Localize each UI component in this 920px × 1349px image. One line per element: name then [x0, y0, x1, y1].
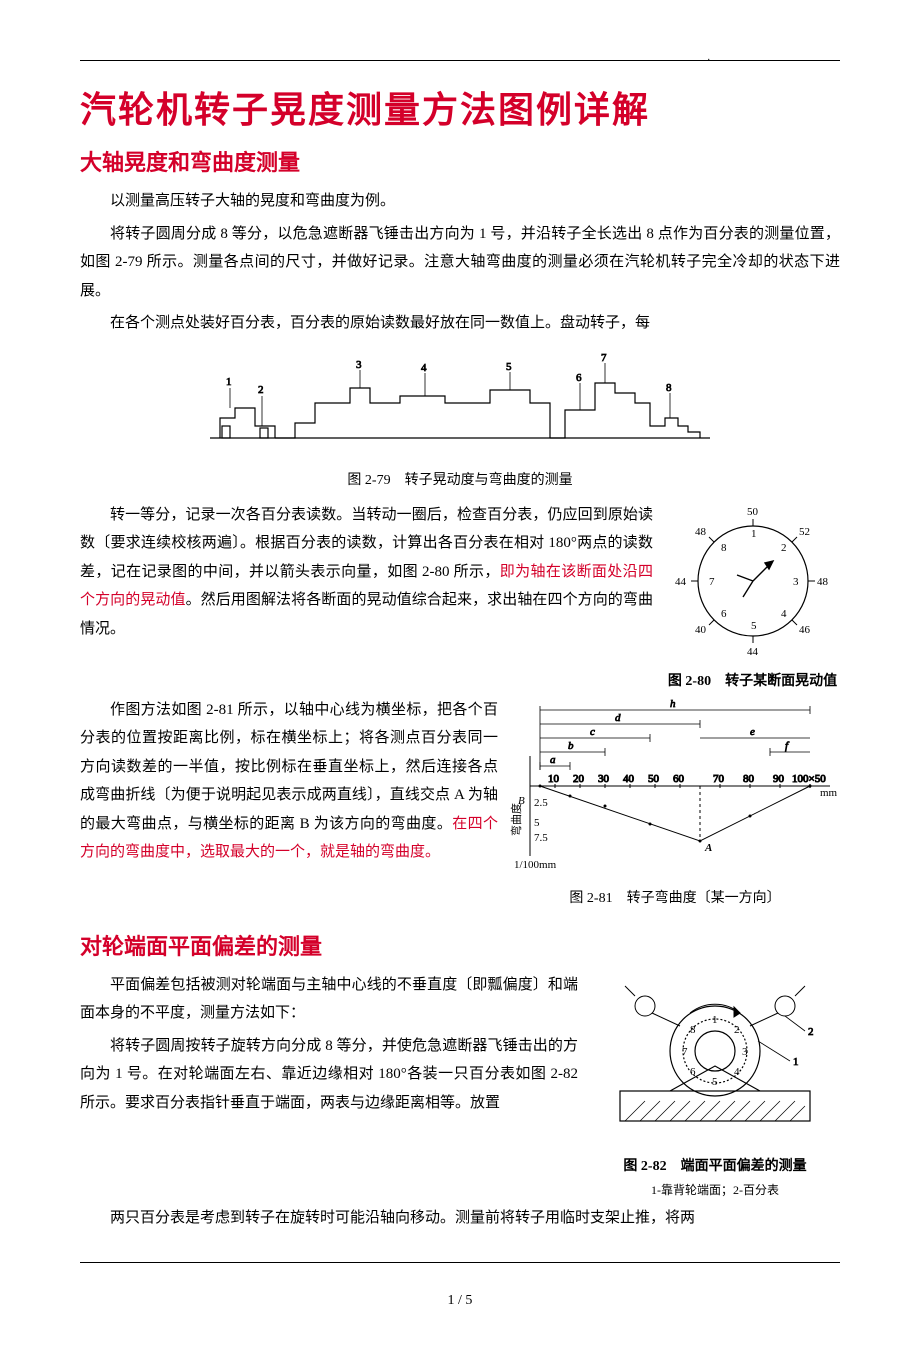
fig81-dim-h: h — [670, 698, 676, 710]
fig79-pt-3: 3 — [356, 359, 362, 371]
fig81-y-2: 7.5 — [534, 832, 548, 844]
figure-2-81-caption: 图 2-81 转子弯曲度〔某一方向〕 — [510, 887, 840, 907]
figure-2-82-caption: 图 2-82 端面平面偏差的测量 — [590, 1155, 840, 1175]
row-p4-fig80: 转一等分，记录一次各百分表读数。当转动一圈后，检查百分表，仍应回到原始读数〔要求… — [80, 501, 840, 696]
row-p5-fig81: 作图方法如图 2-81 所示，以轴中心线为横坐标，把各个百分表的位置按距离比例，… — [80, 696, 840, 919]
fig81-x-7: 80 — [743, 773, 755, 785]
fig80-outer-7: 44 — [675, 576, 687, 588]
fig81-y-0: 2.5 — [534, 797, 548, 809]
fig81-x-0: 10 — [548, 773, 560, 785]
fig80-outer-2: 52 — [799, 526, 810, 538]
fig79-pt-2: 2 — [258, 384, 264, 396]
fig80-inner-7: 7 — [709, 576, 715, 588]
fig79-pt-5: 5 — [506, 361, 512, 373]
fig82-h-4: 4 — [734, 1066, 740, 1078]
fig82-h-5: 5 — [712, 1076, 718, 1088]
fig79-pt-1: 1 — [226, 376, 232, 388]
fig81-x-3: 40 — [623, 773, 635, 785]
page-top-dot: . — [708, 52, 711, 63]
fig79-pt-4: 4 — [421, 362, 427, 374]
fig81-x-1: 20 — [573, 773, 585, 785]
figure-2-82-svg: 1 2 3 4 5 6 7 8 1 2 — [590, 971, 840, 1146]
fig80-outer-3: 48 — [817, 576, 829, 588]
fig81-point-A: A — [704, 842, 712, 854]
fig82-h-3: 3 — [742, 1046, 748, 1058]
top-rule — [80, 60, 840, 61]
page: . 汽轮机转子晃度测量方法图例详解 大轴晃度和弯曲度测量 以测量高压转子大轴的晃… — [0, 0, 920, 1349]
figure-2-79: 1 2 3 4 5 6 7 8 — [80, 348, 840, 463]
section1-p5a: 作图方法如图 2-81 所示，以轴中心线为横坐标，把各个百分表的位置按距离比例，… — [80, 702, 498, 832]
fig81-dim-c: c — [590, 726, 595, 738]
section2-p2: 将转子圆周按转子旋转方向分成 8 等分，并使危急遮断器飞锤击出的方向为 1 号。… — [80, 1032, 578, 1118]
fig80-outer-6: 40 — [695, 624, 707, 636]
fig82-h-6: 6 — [690, 1066, 696, 1078]
fig80-inner-5: 5 — [751, 620, 757, 632]
fig80-outer-4: 46 — [799, 624, 811, 636]
fig80-inner-3: 3 — [793, 576, 799, 588]
fig79-pt-7: 7 — [601, 352, 607, 364]
fig82-h-1: 1 — [712, 1014, 718, 1026]
rotor-profile-diagram: 1 2 3 4 5 6 7 8 — [200, 348, 720, 458]
fig82-h-2: 2 — [734, 1024, 740, 1036]
fig80-inner-6: 6 — [721, 608, 727, 620]
fig81-x-5: 60 — [673, 773, 685, 785]
fig81-x-4: 50 — [648, 773, 660, 785]
fig81-B-label: B — [518, 795, 525, 807]
fig81-y-1: 5 — [534, 817, 540, 829]
fig81-x-8: 90 — [773, 773, 785, 785]
figure-2-82-subcaption: 1-靠背轮端面；2-百分表 — [590, 1181, 840, 1198]
section2-heading: 对轮端面平面偏差的测量 — [80, 929, 840, 961]
bottom-rule — [80, 1262, 840, 1263]
section1-p4: 转一等分，记录一次各百分表读数。当转动一圈后，检查百分表，仍应回到原始读数〔要求… — [80, 501, 653, 644]
fig79-pt-8: 8 — [666, 382, 672, 394]
fig81-yunit: 1/100mm — [514, 859, 557, 871]
fig80-outer-8: 48 — [695, 526, 707, 538]
section2-p1: 平面偏差包括被测对轮端面与主轴中心线的不垂直度〔即瓢偏度〕和端面本身的不平度，测… — [80, 971, 578, 1028]
fig82-ref-1: 1 — [793, 1056, 799, 1068]
figure-2-80-svg: 50 52 48 46 44 40 44 48 1 2 3 4 5 6 7 8 — [665, 501, 840, 661]
fig81-dim-f: f — [785, 740, 790, 752]
fig81-dim-d: d — [615, 712, 621, 724]
fig80-inner-8: 8 — [721, 542, 727, 554]
section1-p2: 将转子圆周分成 8 等分，以危急遮断器飞锤击出方向为 1 号，并沿转子全长选出 … — [80, 220, 840, 306]
fig81-dim-b: b — [568, 740, 574, 752]
fig80-inner-1: 1 — [751, 528, 757, 540]
fig80-inner-2: 2 — [781, 542, 787, 554]
fig81-x-9: 100×50 — [792, 773, 826, 785]
page-title: 汽轮机转子晃度测量方法图例详解 — [80, 81, 840, 133]
section1-heading: 大轴晃度和弯曲度测量 — [80, 145, 840, 177]
fig81-ylabel: 弯曲度 — [510, 803, 523, 836]
fig82-h-8: 8 — [690, 1024, 696, 1036]
fig81-dim-e: e — [750, 726, 755, 738]
row-sec2-fig82: 平面偏差包括被测对轮端面与主轴中心线的不垂直度〔即瓢偏度〕和端面本身的不平度，测… — [80, 971, 840, 1204]
fig81-dim-a: a — [550, 754, 556, 766]
fig82-h-7: 7 — [682, 1046, 688, 1058]
fig81-x-2: 30 — [598, 773, 610, 785]
fig81-x-6: 70 — [713, 773, 725, 785]
fig80-outer-5: 44 — [747, 646, 759, 658]
section1-p5: 作图方法如图 2-81 所示，以轴中心线为横坐标，把各个百分表的位置按距离比例，… — [80, 696, 498, 867]
fig81-unit-right: mm — [820, 787, 838, 799]
section1-p1: 以测量高压转子大轴的晃度和弯曲度为例。 — [80, 187, 840, 216]
page-number: 1 / 5 — [80, 1293, 840, 1309]
fig80-inner-4: 4 — [781, 608, 787, 620]
section2-p3: 两只百分表是考虑到转子在旋转时可能沿轴向移动。测量前将转子用临时支架止推，将两 — [80, 1204, 840, 1233]
figure-2-79-caption: 图 2-79 转子晃动度与弯曲度的测量 — [80, 469, 840, 489]
figure-2-81-svg: 10 20 30 40 50 60 70 80 90 100×50 mm 2.5… — [510, 696, 840, 876]
figure-2-80-caption: 图 2-80 转子某断面晃动值 — [665, 670, 840, 690]
fig79-pt-6: 6 — [576, 372, 582, 384]
section1-p3: 在各个测点处装好百分表，百分表的原始读数最好放在同一数值上。盘动转子，每 — [80, 309, 840, 338]
fig80-outer-1: 50 — [747, 506, 759, 518]
fig82-ref-2: 2 — [808, 1026, 814, 1038]
